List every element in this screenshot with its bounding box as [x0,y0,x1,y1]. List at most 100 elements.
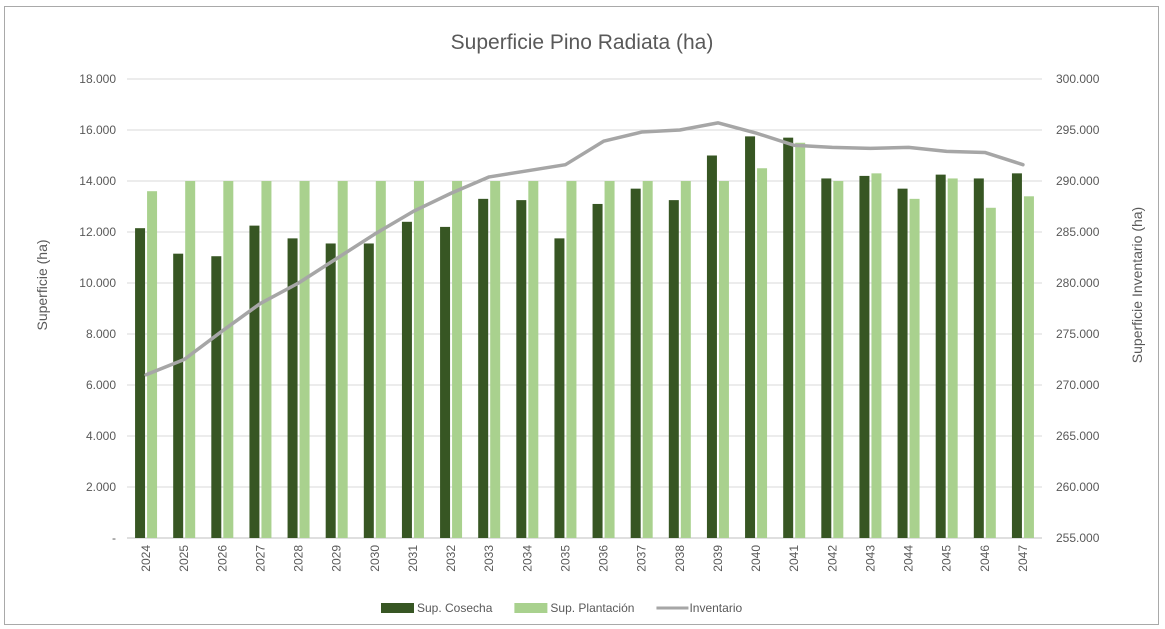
bar-cosecha [401,221,412,539]
y-axis-right-ticks: 255.000 260.000 265.000 270.000 275.000 280.0… [1056,72,1100,545]
bar-cosecha [935,174,946,538]
bar-plantacion [604,181,615,538]
legend: Sup. Cosecha Sup. Plantación Inventario [381,601,742,615]
y-tick-label: 6.000 [86,378,116,392]
x-tick-label: 2025 [177,545,191,572]
bar-cosecha [516,200,527,538]
legend-label: Inventario [689,601,742,615]
x-tick-label: 2032 [444,545,458,572]
x-tick-label: 2026 [215,545,229,572]
bar-cosecha [821,178,832,538]
y2-tick-label: 255.000 [1056,531,1100,545]
bar-plantacion [566,181,577,538]
y2-tick-label: 285.000 [1056,225,1100,239]
x-tick-label: 2038 [673,545,687,572]
y-axis-left-title: Superficie (ha) [34,239,50,330]
bar-cosecha [249,225,260,538]
x-tick-label: 2034 [520,545,534,572]
bar-plantacion [795,142,806,538]
y-axis-left-ticks: - 2.000 4.000 6.000 8.000 10.000 12.000 14.000 1… [79,72,116,545]
legend-label: Sup. Plantación [550,601,634,615]
x-tick-label: 2028 [292,545,306,572]
bar-cosecha [897,188,908,538]
inventario-line [144,121,1025,377]
bar-plantacion [909,198,920,538]
bar-cosecha [630,188,641,538]
legend-swatch [381,603,414,613]
y2-tick-label: 260.000 [1056,480,1100,494]
bar-plantacion [375,181,386,538]
x-tick-label: 2030 [368,545,382,572]
x-tick-label: 2040 [749,545,763,572]
x-tick-label: 2046 [978,545,992,572]
y-tick-label: 2.000 [86,480,116,494]
bar-plantacion [871,173,882,538]
y-tick-label: 14.000 [79,174,116,188]
y2-tick-label: 300.000 [1056,72,1100,86]
bar-cosecha [706,155,717,538]
x-tick-label: 2039 [711,545,725,572]
bar-plantacion [223,181,234,538]
x-tick-label: 2031 [406,545,420,572]
bar-cosecha [363,243,374,538]
x-tick-label: 2042 [825,545,839,572]
y-tick-label: - [112,531,116,545]
x-tick-label: 2037 [635,545,649,572]
bar-plantacion [985,207,996,538]
bar-cosecha [973,178,984,538]
y-tick-label: 16.000 [79,123,116,137]
legend-label: Sup. Cosecha [417,601,493,615]
legend-swatch [514,603,548,613]
bar-cosecha [325,243,336,538]
x-tick-label: 2033 [482,545,496,572]
y2-tick-label: 290.000 [1056,174,1100,188]
y-tick-label: 18.000 [79,72,116,86]
x-tick-label: 2043 [863,545,877,572]
y2-tick-label: 265.000 [1056,429,1100,443]
x-tick-label: 2027 [253,545,267,572]
bar-plantacion [261,181,272,538]
bar-cosecha [287,238,298,538]
bar-plantacion [718,181,729,538]
y-tick-label: 10.000 [79,276,116,290]
bar-cosecha [783,137,794,538]
x-tick-label: 2041 [787,545,801,572]
bar-plantacion [1023,196,1034,539]
bar-cosecha [592,203,603,538]
y2-tick-label: 280.000 [1056,276,1100,290]
bar-cosecha [1011,173,1022,538]
bar-plantacion [452,181,463,538]
bar-plantacion [680,181,691,538]
x-tick-label: 2045 [940,545,954,572]
bar-plantacion [528,181,539,538]
y2-tick-label: 270.000 [1056,378,1100,392]
bar-cosecha [668,200,679,538]
bar-cosecha [745,136,756,538]
bar-plantacion [185,181,196,538]
chart-title: Superficie Pino Radiata (ha) [451,31,714,54]
bars [135,136,1034,539]
bar-cosecha [478,198,489,538]
bar-cosecha [173,253,184,539]
bar-cosecha [440,226,451,538]
bar-plantacion [299,181,310,538]
x-tick-label: 2036 [597,545,611,572]
y-tick-label: 12.000 [79,225,116,239]
bar-cosecha [211,256,222,538]
bar-cosecha [554,238,565,538]
bar-plantacion [490,181,501,538]
x-tick-label: 2044 [902,545,916,572]
bar-plantacion [147,191,158,538]
y2-tick-label: 275.000 [1056,327,1100,341]
x-axis-ticks: 2024 2025 2026 2027 2028 2029 2030 2031 2032 2033… [139,545,1030,572]
bar-plantacion [947,178,958,538]
bar-plantacion [833,181,844,538]
y-tick-label: 8.000 [86,327,116,341]
y-tick-label: 4.000 [86,429,116,443]
bar-plantacion [337,181,348,538]
x-tick-label: 2047 [1016,545,1030,572]
bar-plantacion [757,168,768,538]
bar-plantacion [413,181,424,538]
line-series [144,121,1025,377]
